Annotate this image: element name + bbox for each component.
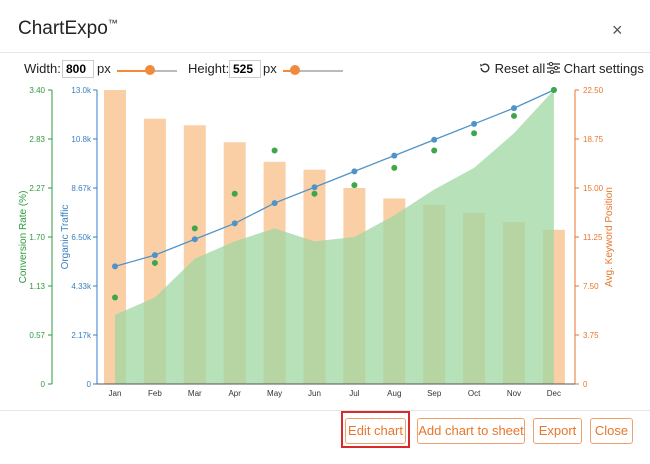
width-label: Width: xyxy=(24,61,61,76)
reset-all-label: Reset all xyxy=(494,61,546,76)
x-category-label: May xyxy=(267,389,282,398)
left-inner-tick-label: 0 xyxy=(87,380,92,389)
left-outer-tick-label: 3.40 xyxy=(29,86,45,95)
right-tick-label: 18.75 xyxy=(583,135,604,144)
organic-traffic-point xyxy=(511,105,517,112)
width-slider-fill xyxy=(117,70,150,72)
conversion-rate-point xyxy=(511,112,517,119)
conversion-rate-point xyxy=(391,164,398,171)
left-outer-axis-title: Conversion Rate (%) xyxy=(18,191,29,284)
left-outer-tick-label: 1.70 xyxy=(29,233,45,242)
dialog-title: ChartExpo™ xyxy=(18,18,118,40)
conversion-rate-point xyxy=(550,87,557,93)
reset-icon xyxy=(480,63,490,73)
left-inner-axis-title: Organic Traffic xyxy=(60,205,71,270)
conversion-rate-area xyxy=(115,90,554,384)
right-tick-label: 7.50 xyxy=(583,282,599,291)
conversion-rate-point xyxy=(151,259,158,266)
organic-traffic-point xyxy=(191,236,198,243)
right-tick-label: 11.25 xyxy=(583,233,603,242)
x-category-label: Mar xyxy=(188,389,202,398)
organic-traffic-point xyxy=(112,263,118,270)
conversion-rate-point xyxy=(191,225,198,232)
left-outer-tick-label: 1.13 xyxy=(29,282,45,291)
export-button[interactable]: Export xyxy=(533,418,582,444)
organic-traffic-point xyxy=(471,120,478,127)
conversion-rate-point xyxy=(231,190,238,197)
app-title: ChartExpo xyxy=(18,18,108,39)
organic-traffic-line xyxy=(114,89,555,268)
conversion-rate-point xyxy=(271,147,278,154)
height-input[interactable] xyxy=(229,60,261,78)
footer-divider xyxy=(0,410,650,411)
left-inner-tick-label: 6.50k xyxy=(71,233,92,242)
organic-traffic-point xyxy=(311,184,318,191)
edit-chart-button[interactable]: Edit chart xyxy=(345,418,406,444)
x-category-label: Oct xyxy=(468,389,481,398)
organic-traffic-point xyxy=(231,220,238,227)
left-outer-tick-label: 2.83 xyxy=(29,135,45,144)
right-tick-label: 0 xyxy=(583,380,588,389)
keyword-position-bar xyxy=(104,90,126,384)
width-input[interactable] xyxy=(62,60,94,78)
right-tick-label: 15.00 xyxy=(583,184,604,193)
x-category-label: Jun xyxy=(308,389,321,398)
left-inner-tick-label: 10.8k xyxy=(71,135,92,144)
add-chart-to-sheet-button[interactable]: Add chart to sheet xyxy=(417,418,525,444)
left-inner-tick-label: 13.0k xyxy=(71,86,92,95)
organic-traffic-point xyxy=(351,168,358,175)
organic-traffic-point xyxy=(151,252,158,259)
left-outer-tick-label: 0 xyxy=(41,380,46,389)
organic-traffic-point xyxy=(271,200,278,207)
edit-chart-highlight xyxy=(341,411,410,448)
x-category-label: Feb xyxy=(148,389,162,398)
conversion-rate-point xyxy=(351,182,358,189)
organic-traffic-point xyxy=(391,152,398,159)
x-category-label: Sep xyxy=(427,389,442,398)
conversion-rate-point xyxy=(471,130,478,137)
left-inner-tick-label: 4.33k xyxy=(71,282,92,291)
height-label: Height: xyxy=(188,61,230,76)
left-outer-tick-label: 0.57 xyxy=(29,331,45,340)
left-inner-tick-label: 8.67k xyxy=(71,184,92,193)
conversion-rate-point xyxy=(112,294,118,301)
right-tick-label: 3.75 xyxy=(583,331,599,340)
x-category-label: Jul xyxy=(349,389,359,398)
x-category-label: Apr xyxy=(228,389,241,398)
conversion-rate-point xyxy=(431,147,438,154)
left-outer-tick-label: 2.27 xyxy=(29,184,45,193)
width-unit: px xyxy=(97,61,111,76)
header-divider xyxy=(0,52,650,53)
right-axis-title: Avg. Keyword Position xyxy=(604,187,615,287)
height-slider-knob[interactable] xyxy=(290,65,300,75)
width-slider-knob[interactable] xyxy=(145,65,155,75)
height-slider-fill xyxy=(283,70,295,72)
reset-all-button[interactable]: Reset all xyxy=(479,61,545,76)
chart-settings-label: Chart settings xyxy=(563,61,644,76)
close-icon[interactable]: × xyxy=(612,20,623,40)
left-inner-tick-label: 2.17k xyxy=(71,331,92,340)
close-button[interactable]: Close xyxy=(590,418,633,444)
height-unit: px xyxy=(263,61,277,76)
organic-traffic-point xyxy=(431,136,438,143)
right-tick-label: 22.50 xyxy=(583,86,604,95)
x-category-label: Aug xyxy=(387,389,401,398)
chart-settings-button[interactable]: Chart settings xyxy=(547,61,644,76)
height-slider-track[interactable] xyxy=(283,70,343,72)
combo-chart: 0 0 0 0.57 2.17k 3.75 1.13 4.33k 7.50 1.70 6.50k 11… xyxy=(18,86,615,398)
x-category-label: Dec xyxy=(547,389,561,398)
settings-sliders-icon xyxy=(547,61,560,75)
trademark: ™ xyxy=(107,18,118,30)
conversion-rate-point xyxy=(311,190,318,197)
x-category-label: Nov xyxy=(507,389,521,398)
x-category-label: Jan xyxy=(109,389,122,398)
